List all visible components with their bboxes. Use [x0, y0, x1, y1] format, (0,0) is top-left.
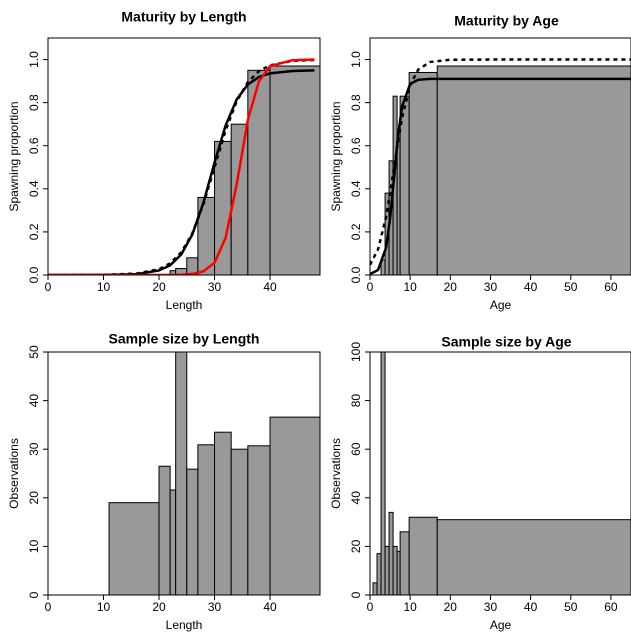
x-tick-label: 10 [97, 600, 111, 614]
bar [158, 465, 171, 595]
bar [384, 545, 390, 595]
x-tick-label: 50 [564, 600, 578, 614]
plot-frame [369, 37, 631, 276]
y-axis-label: Observations [7, 438, 21, 509]
x-tick-label: 20 [444, 600, 458, 614]
bar [230, 448, 249, 595]
x-axis-label: Age [490, 298, 512, 312]
plot-area [48, 58, 320, 275]
x-tick-label: 30 [484, 600, 498, 614]
chart-title: Maturity by Age [454, 13, 559, 29]
y-tick-label: 0.6 [349, 137, 363, 154]
y-axis-label: Spawning proportion [329, 101, 343, 211]
y-tick-label: 0.6 [27, 137, 41, 154]
y-tick-label: 0.8 [349, 94, 363, 111]
bar [436, 65, 631, 275]
plot-area [108, 352, 320, 595]
y-tick-label: 60 [349, 442, 363, 456]
bar [269, 65, 320, 275]
bar [408, 516, 438, 595]
x-tick-label: 30 [208, 280, 222, 294]
x-tick-label: 20 [444, 280, 458, 294]
y-tick-label: 1.0 [349, 51, 363, 68]
chart-title: Maturity by Length [121, 9, 246, 25]
x-tick-label: 40 [524, 600, 538, 614]
x-tick-label: 50 [564, 280, 578, 294]
y-tick-label: 0.4 [27, 180, 41, 197]
x-tick-label: 30 [208, 600, 222, 614]
plot-area [372, 352, 631, 595]
bar [408, 71, 438, 275]
x-tick-label: 40 [263, 280, 277, 294]
x-tick-label: 0 [45, 600, 52, 614]
bar [186, 468, 199, 595]
y-tick-label: 0 [27, 591, 41, 598]
panel: Sample size by Length Length Observations 0… [7, 331, 321, 632]
panel: Maturity by Length Length Spawning proport… [7, 9, 321, 312]
bar [399, 531, 410, 595]
y-tick-label: 1.0 [27, 51, 41, 68]
y-tick-label: 0.0 [349, 266, 363, 283]
x-tick-label: 60 [604, 600, 618, 614]
y-axis-label: Spawning proportion [7, 101, 21, 211]
x-tick-label: 10 [403, 600, 417, 614]
bar [108, 502, 160, 595]
y-tick-label: 0 [349, 591, 363, 598]
bar [380, 352, 386, 595]
y-tick-label: 50 [27, 345, 41, 359]
bar [197, 444, 216, 595]
x-tick-label: 0 [45, 280, 52, 294]
y-tick-label: 0.2 [349, 223, 363, 240]
bar [247, 69, 271, 275]
bar [392, 545, 398, 595]
bar [269, 416, 320, 595]
plot-frame [47, 351, 321, 596]
bar [169, 489, 177, 595]
y-tick-label: 0.4 [349, 180, 363, 197]
bar [376, 553, 382, 595]
panel: Sample size by Age Age Observations 0 10 20 30… [329, 334, 631, 632]
bar [372, 582, 378, 595]
y-tick-label: 10 [27, 539, 41, 553]
curve [48, 58, 315, 275]
y-tick-label: 100 [349, 342, 363, 362]
x-tick-label: 30 [484, 280, 498, 294]
curve [370, 77, 631, 275]
bar [247, 445, 271, 595]
bar [388, 511, 394, 595]
y-tick-label: 80 [349, 394, 363, 408]
plot-area [370, 58, 631, 275]
plot-frame [47, 37, 321, 276]
x-axis-label: Length [166, 298, 203, 312]
y-tick-label: 20 [349, 539, 363, 553]
plot-frame [369, 351, 631, 596]
bar [436, 519, 631, 595]
x-tick-label: 40 [263, 600, 277, 614]
y-tick-label: 40 [27, 394, 41, 408]
x-axis-label: Age [490, 618, 512, 632]
curve [370, 58, 631, 266]
x-tick-label: 10 [403, 280, 417, 294]
x-tick-label: 20 [152, 280, 166, 294]
chart-title: Sample size by Age [441, 334, 571, 350]
y-tick-label: 20 [27, 491, 41, 505]
x-tick-label: 0 [367, 600, 374, 614]
y-axis-label: Observations [329, 438, 343, 509]
x-tick-label: 10 [97, 280, 111, 294]
bar [175, 352, 188, 595]
y-tick-label: 0.8 [27, 94, 41, 111]
y-tick-label: 40 [349, 491, 363, 505]
x-tick-label: 20 [152, 600, 166, 614]
chart-title: Sample size by Length [109, 331, 260, 347]
x-tick-label: 40 [524, 280, 538, 294]
bar [214, 431, 232, 595]
y-tick-label: 30 [27, 442, 41, 456]
x-tick-label: 60 [604, 280, 618, 294]
y-tick-label: 0.0 [27, 266, 41, 283]
x-tick-label: 0 [367, 280, 374, 294]
panel: Maturity by Age Age Spawning proportion 0 10… [329, 13, 631, 312]
y-tick-label: 0.2 [27, 223, 41, 240]
x-axis-label: Length [166, 618, 203, 632]
